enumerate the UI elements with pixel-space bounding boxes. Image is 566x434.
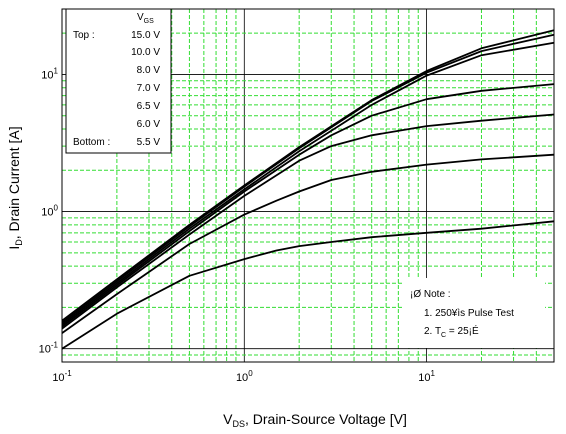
- y-tick-labels: 10-1 100 101: [39, 66, 59, 355]
- series-lines: [61, 29, 555, 350]
- note-line-2: 2. TC = 25¡É: [424, 324, 479, 339]
- y-tick-label: 101: [41, 66, 58, 81]
- y-axis-label: ID, Drain Current [A]: [6, 126, 24, 249]
- legend-box: [65, 8, 172, 154]
- legend-entry: 7.0 V: [137, 83, 161, 94]
- series-line-2: [61, 33, 555, 324]
- x-tick-labels: 10-1 100 101: [52, 369, 435, 384]
- legend: VGS Top : Bottom : 15.0 V 10.0 V 8.0 V 7…: [65, 8, 172, 154]
- legend-top-label: Top :: [73, 30, 95, 41]
- legend-header: VGS: [137, 12, 154, 25]
- series-line-5: [61, 113, 555, 330]
- x-tick-label: 10-1: [52, 369, 72, 384]
- legend-entry: 6.0 V: [137, 119, 161, 130]
- legend-entry: 8.0 V: [137, 65, 161, 76]
- legend-entry: 6.5 V: [137, 101, 161, 112]
- note-box-frame: [403, 278, 545, 348]
- legend-entry: 10.0 V: [131, 47, 160, 58]
- series-line-7: [61, 220, 555, 350]
- legend-entry: 15.0 V: [131, 30, 160, 41]
- legend-bottom-label: Bottom :: [73, 137, 110, 148]
- note-title: ¡Ø Note :: [410, 289, 451, 300]
- series-line-4: [61, 83, 555, 328]
- y-tick-label: 10-1: [39, 341, 59, 356]
- plot-frame: [61, 8, 555, 363]
- x-tick-label: 101: [418, 369, 435, 384]
- x-axis-label: VDS, Drain-Source Voltage [V]: [223, 411, 407, 429]
- y-tick-label: 100: [41, 204, 58, 219]
- series-line-3: [61, 41, 555, 326]
- legend-entry: 5.5 V: [137, 137, 161, 148]
- note-box: ¡Ø Note : 1. 250¥ìs Pulse Test 2. TC = 2…: [403, 278, 545, 348]
- x-tick-label: 100: [236, 369, 253, 384]
- note-line-1: 1. 250¥ìs Pulse Test: [424, 308, 514, 319]
- series-line-1: [61, 29, 555, 322]
- series-line-6: [61, 153, 555, 334]
